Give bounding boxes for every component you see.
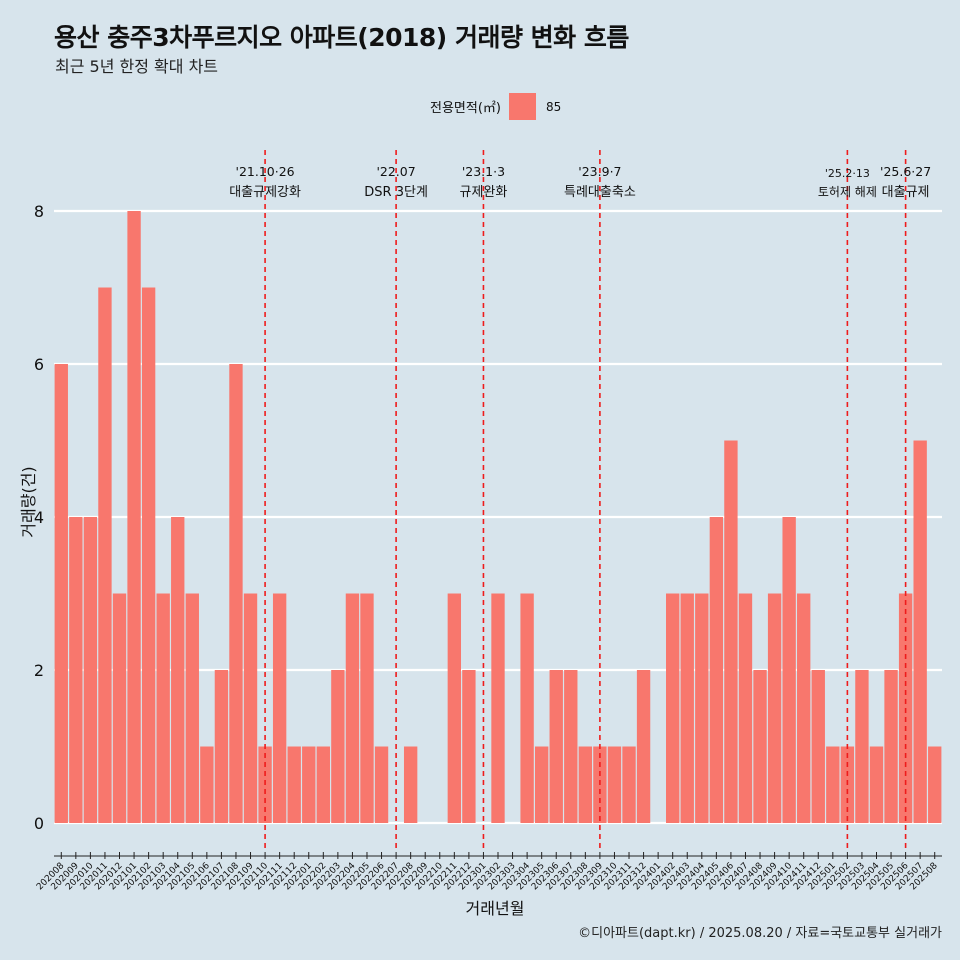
bar-202107 <box>214 670 229 823</box>
event-name-label: 대출규제 <box>882 185 930 200</box>
bar-202008 <box>54 364 68 823</box>
bar-202101 <box>127 211 141 823</box>
page-title: 용산 충주3차푸르지오 아파트(2018) 거래량 변화 흐름 <box>54 23 629 52</box>
bar-202105 <box>185 593 199 823</box>
y-tick-label: 2 <box>34 661 44 680</box>
bar-202403 <box>680 593 694 823</box>
bar-202011 <box>98 287 112 823</box>
bar-202404 <box>695 593 709 823</box>
bar-202411 <box>797 593 811 823</box>
bar-202111 <box>272 593 287 823</box>
bar-202203 <box>331 670 345 823</box>
bar-202306 <box>549 670 563 823</box>
bar-202202 <box>316 746 330 823</box>
legend-title: 전용면적(㎡) <box>430 101 501 116</box>
bar-202212 <box>462 670 476 823</box>
bar-202508 <box>928 746 942 823</box>
bar-202507 <box>913 440 927 823</box>
source-caption: ©디아파트(dapt.kr) / 2025.08.20 / 자료=국토교통부 실… <box>578 926 942 941</box>
event-date-label: '25.6·27 <box>880 164 931 179</box>
bar-202503 <box>855 670 869 823</box>
bar-202010 <box>83 517 98 823</box>
y-axis-title: 거래량(건) <box>19 466 38 537</box>
bar-202102 <box>141 287 156 823</box>
legend: 전용면적(㎡) 85 <box>430 93 561 120</box>
bar-202408 <box>753 670 767 823</box>
y-tick-label: 6 <box>34 355 44 374</box>
y-tick-label: 8 <box>34 202 44 221</box>
bar-202311 <box>622 746 636 823</box>
bar-202410 <box>782 517 796 823</box>
bar-202407 <box>738 593 753 823</box>
bar-202211 <box>447 593 462 823</box>
event-date-label: '22.07 <box>376 164 415 179</box>
bar-202406 <box>724 440 738 823</box>
bar-202108 <box>229 364 243 823</box>
x-axis-title: 거래년월 <box>466 899 525 918</box>
event-date-label: '21.10·26 <box>236 164 295 179</box>
bar-202310 <box>607 746 622 823</box>
event-date-label: '23.1·3 <box>462 164 505 179</box>
bar-202201 <box>302 746 316 823</box>
bar-202305 <box>534 746 549 823</box>
bar-202012 <box>112 593 127 823</box>
bar-202109 <box>243 593 258 823</box>
event-name-label: DSR 3단계 <box>364 185 428 200</box>
bar-202302 <box>491 593 505 823</box>
bar-202312 <box>636 670 651 823</box>
event-name-label: 규제완화 <box>460 185 508 200</box>
bar-202307 <box>564 670 578 823</box>
y-tick-label: 0 <box>34 814 44 833</box>
bar-202505 <box>884 670 898 823</box>
bar-202405 <box>709 517 724 823</box>
bar-202504 <box>869 746 884 823</box>
bar-202103 <box>156 593 170 823</box>
bar-202402 <box>666 593 680 823</box>
bar-202205 <box>360 593 374 823</box>
bar-202104 <box>171 517 185 823</box>
y-tick-label: 4 <box>34 508 44 527</box>
bar-202206 <box>374 746 389 823</box>
event-date-label: '25.2·13 <box>825 167 870 180</box>
bar-202112 <box>287 746 301 823</box>
bar-202106 <box>200 746 214 823</box>
bar-202304 <box>520 593 534 823</box>
page-subtitle: 최근 5년 한정 확대 차트 <box>55 57 219 76</box>
bar-202412 <box>811 670 825 823</box>
legend-item-label: 85 <box>545 99 562 114</box>
event-name-label: 특례대출축소 <box>564 185 636 200</box>
bar-202409 <box>767 593 782 823</box>
bar-202009 <box>69 517 83 823</box>
bar-202204 <box>345 593 360 823</box>
event-name-label: 토허제 해제 <box>818 185 877 199</box>
bar-202208 <box>403 746 418 823</box>
bar-202308 <box>578 746 593 823</box>
bar-202501 <box>826 746 840 823</box>
event-name-label: 대출규제강화 <box>229 185 301 200</box>
event-date-label: '23.9·7 <box>578 164 621 179</box>
legend-swatch <box>508 93 536 120</box>
